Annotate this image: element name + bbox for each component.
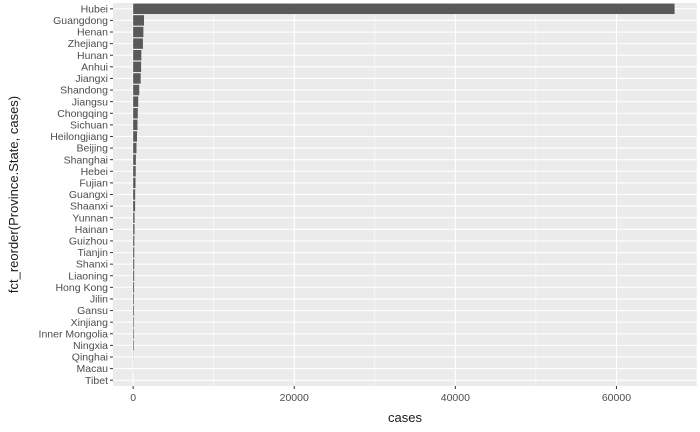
y-tick-label: Jiangsu	[72, 96, 108, 108]
y-tick-label: Henan	[77, 27, 108, 39]
bar-jiangxi	[133, 73, 141, 84]
x-tick-label: 40000	[441, 392, 470, 404]
y-tick-label: Tibet	[85, 375, 108, 387]
x-tick-label: 60000	[602, 392, 631, 404]
bar-jilin	[133, 293, 134, 305]
bar-guangdong	[133, 15, 145, 26]
bar-hainan	[133, 224, 135, 235]
y-tick-label: Hubei	[81, 3, 108, 15]
y-tick-label: Shanxi	[76, 259, 108, 271]
y-tick-label: Yunnan	[72, 212, 108, 224]
bar-shaanxi	[133, 200, 136, 212]
bar-beijing	[133, 142, 137, 154]
y-tick-label: Hunan	[77, 50, 108, 62]
bar-guizhou	[133, 235, 135, 247]
y-tick-label: Heilongjiang	[50, 131, 108, 143]
bar-henan	[133, 26, 144, 38]
y-tick-label: Guizhou	[69, 236, 108, 248]
bar-sichuan	[133, 119, 138, 131]
bar-tianjin	[133, 247, 135, 258]
y-tick-label: Shanghai	[64, 154, 108, 166]
y-tick-label: Fujian	[79, 177, 108, 189]
y-tick-label: Qinghai	[72, 352, 108, 364]
bar-heilongjiang	[133, 131, 138, 142]
bar-hunan	[133, 50, 142, 61]
bar-yunnan	[133, 212, 135, 223]
bar-shanxi	[133, 258, 135, 270]
bar-guangxi	[133, 189, 136, 200]
y-tick-label: Liaoning	[68, 270, 108, 282]
bar-chongqing	[133, 108, 138, 119]
y-tick-label: Guangxi	[69, 189, 108, 201]
x-axis: 0 20000 40000 60000	[130, 386, 631, 404]
bar-zhejiang	[133, 38, 143, 49]
y-tick-label: Beijing	[76, 143, 108, 155]
bar-hubei	[133, 3, 675, 15]
bar-xinjiang	[133, 316, 134, 328]
bar-ningxia	[133, 340, 134, 351]
bar-anhui	[133, 61, 142, 73]
x-axis-title: cases	[388, 410, 422, 425]
y-tick-label: Gansu	[77, 305, 108, 317]
x-tick-label: 0	[130, 392, 136, 404]
y-tick-label: Tianjin	[77, 247, 108, 259]
bar-shandong	[133, 84, 140, 96]
y-tick-label: Jiangxi	[75, 73, 108, 85]
y-tick-label: Zhejiang	[68, 38, 108, 50]
bar-shanghai	[133, 154, 136, 165]
y-tick-label: Xinjiang	[71, 317, 109, 329]
y-tick-label: Shaanxi	[70, 201, 108, 213]
bar-inner-mongolia	[133, 328, 134, 339]
y-tick-label: Ningxia	[73, 340, 108, 352]
bar-jiangsu	[133, 96, 139, 107]
y-tick-label: Sichuan	[70, 119, 108, 131]
bar-fujian	[133, 177, 136, 189]
y-tick-label: Anhui	[81, 61, 108, 73]
y-tick-label: Chongqing	[57, 108, 108, 120]
y-tick-label: Macau	[76, 363, 108, 375]
bar-hebei	[133, 166, 136, 177]
x-tick-label: 20000	[280, 392, 309, 404]
y-axis: HubeiGuangdongHenanZhejiangHunanAnhuiJia…	[39, 3, 113, 387]
y-tick-label: Hong Kong	[55, 282, 108, 294]
y-tick-label: Hainan	[75, 224, 108, 236]
bar-gansu	[133, 305, 134, 316]
y-tick-label: Guangdong	[53, 15, 108, 27]
bars	[133, 3, 675, 386]
y-tick-label: Jilin	[90, 294, 108, 306]
bar-hong-kong	[133, 282, 135, 293]
bar-liaoning	[133, 270, 135, 281]
y-tick-label: Shandong	[60, 85, 108, 97]
y-tick-label: Hebei	[81, 166, 108, 178]
y-axis-title: fct_reorder(Province.State, cases)	[6, 96, 21, 293]
y-tick-label: Inner Mongolia	[39, 328, 109, 340]
